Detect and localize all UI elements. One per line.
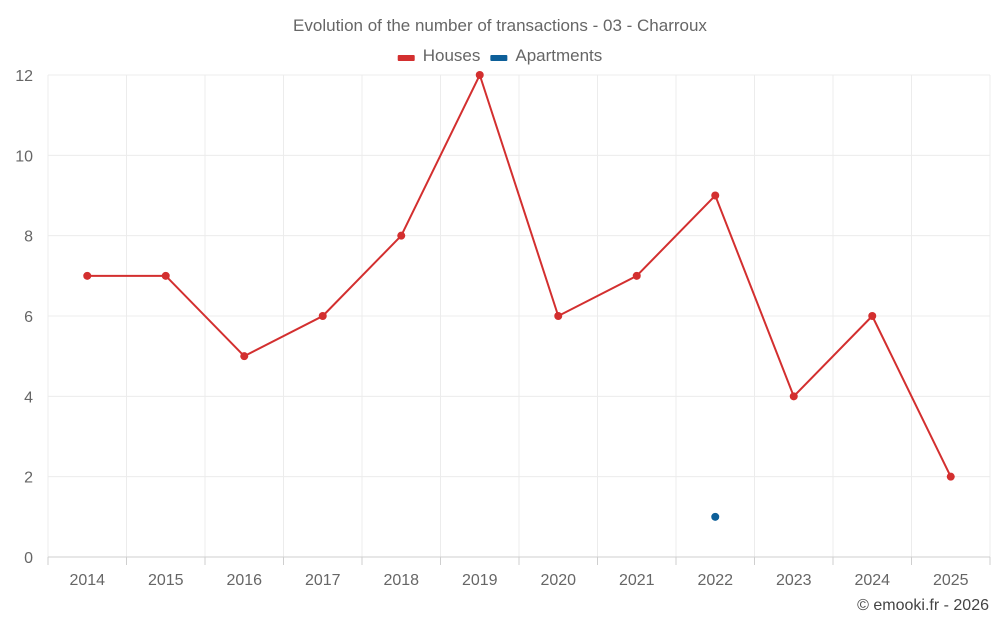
x-tick-label: 2021 [619, 572, 655, 589]
data-point-houses[interactable] [868, 312, 877, 320]
data-point-apartments[interactable] [711, 512, 720, 521]
legend[interactable]: Houses Apartments [397, 46, 603, 65]
x-tick-label: 2016 [226, 572, 262, 589]
y-tick-label: 0 [24, 550, 33, 567]
x-tick-label: 2025 [933, 572, 969, 589]
axis-layer: 0 2 4 6 8 10 12 2014 2015 2016 2017 2018 2019 2020 202… [15, 68, 991, 589]
y-tick-label: 12 [15, 68, 33, 85]
x-tick-label: 2020 [540, 572, 576, 589]
data-point-houses[interactable] [946, 472, 955, 481]
series-layer [83, 71, 955, 521]
legend-swatch [397, 55, 415, 61]
x-tick-label: 2018 [383, 572, 419, 589]
legend-label: Houses [423, 46, 481, 65]
data-point-houses[interactable] [554, 312, 563, 320]
data-point-houses[interactable] [240, 352, 249, 361]
series-apartments [711, 512, 720, 521]
y-tick-label: 8 [24, 229, 33, 246]
data-point-houses[interactable] [475, 71, 484, 79]
x-tick-label: 2014 [69, 572, 105, 589]
data-point-houses[interactable] [711, 191, 720, 200]
chart-title: Evolution of the number of transactions … [293, 16, 707, 35]
x-tick-label: 2024 [854, 572, 890, 589]
data-point-houses[interactable] [318, 312, 327, 320]
x-tick-label: 2022 [697, 572, 733, 589]
series-line-houses [87, 72, 952, 478]
data-point-houses[interactable] [83, 271, 92, 280]
credit-text: © emooki.fr - 2026 [857, 597, 989, 614]
legend-label: Apartments [515, 46, 602, 65]
data-point-houses[interactable] [789, 392, 798, 401]
data-point-houses[interactable] [632, 271, 641, 280]
legend-item-apartments[interactable]: Apartments [490, 46, 602, 65]
grid-layer [47, 74, 991, 557]
series-houses [83, 71, 955, 481]
x-tick-label: 2017 [305, 572, 341, 589]
legend-item-houses[interactable]: Houses [397, 46, 481, 65]
y-tick-label: 10 [15, 148, 33, 165]
x-tick-label: 2023 [776, 572, 812, 589]
x-tick-label: 2015 [148, 572, 184, 589]
y-tick-label: 2 [24, 470, 33, 487]
x-tick-label: 2019 [462, 572, 498, 589]
y-tick-label: 6 [24, 309, 33, 326]
legend-swatch [490, 55, 508, 61]
data-point-houses[interactable] [161, 271, 170, 280]
y-tick-label: 4 [24, 389, 33, 406]
data-point-houses[interactable] [397, 231, 406, 240]
